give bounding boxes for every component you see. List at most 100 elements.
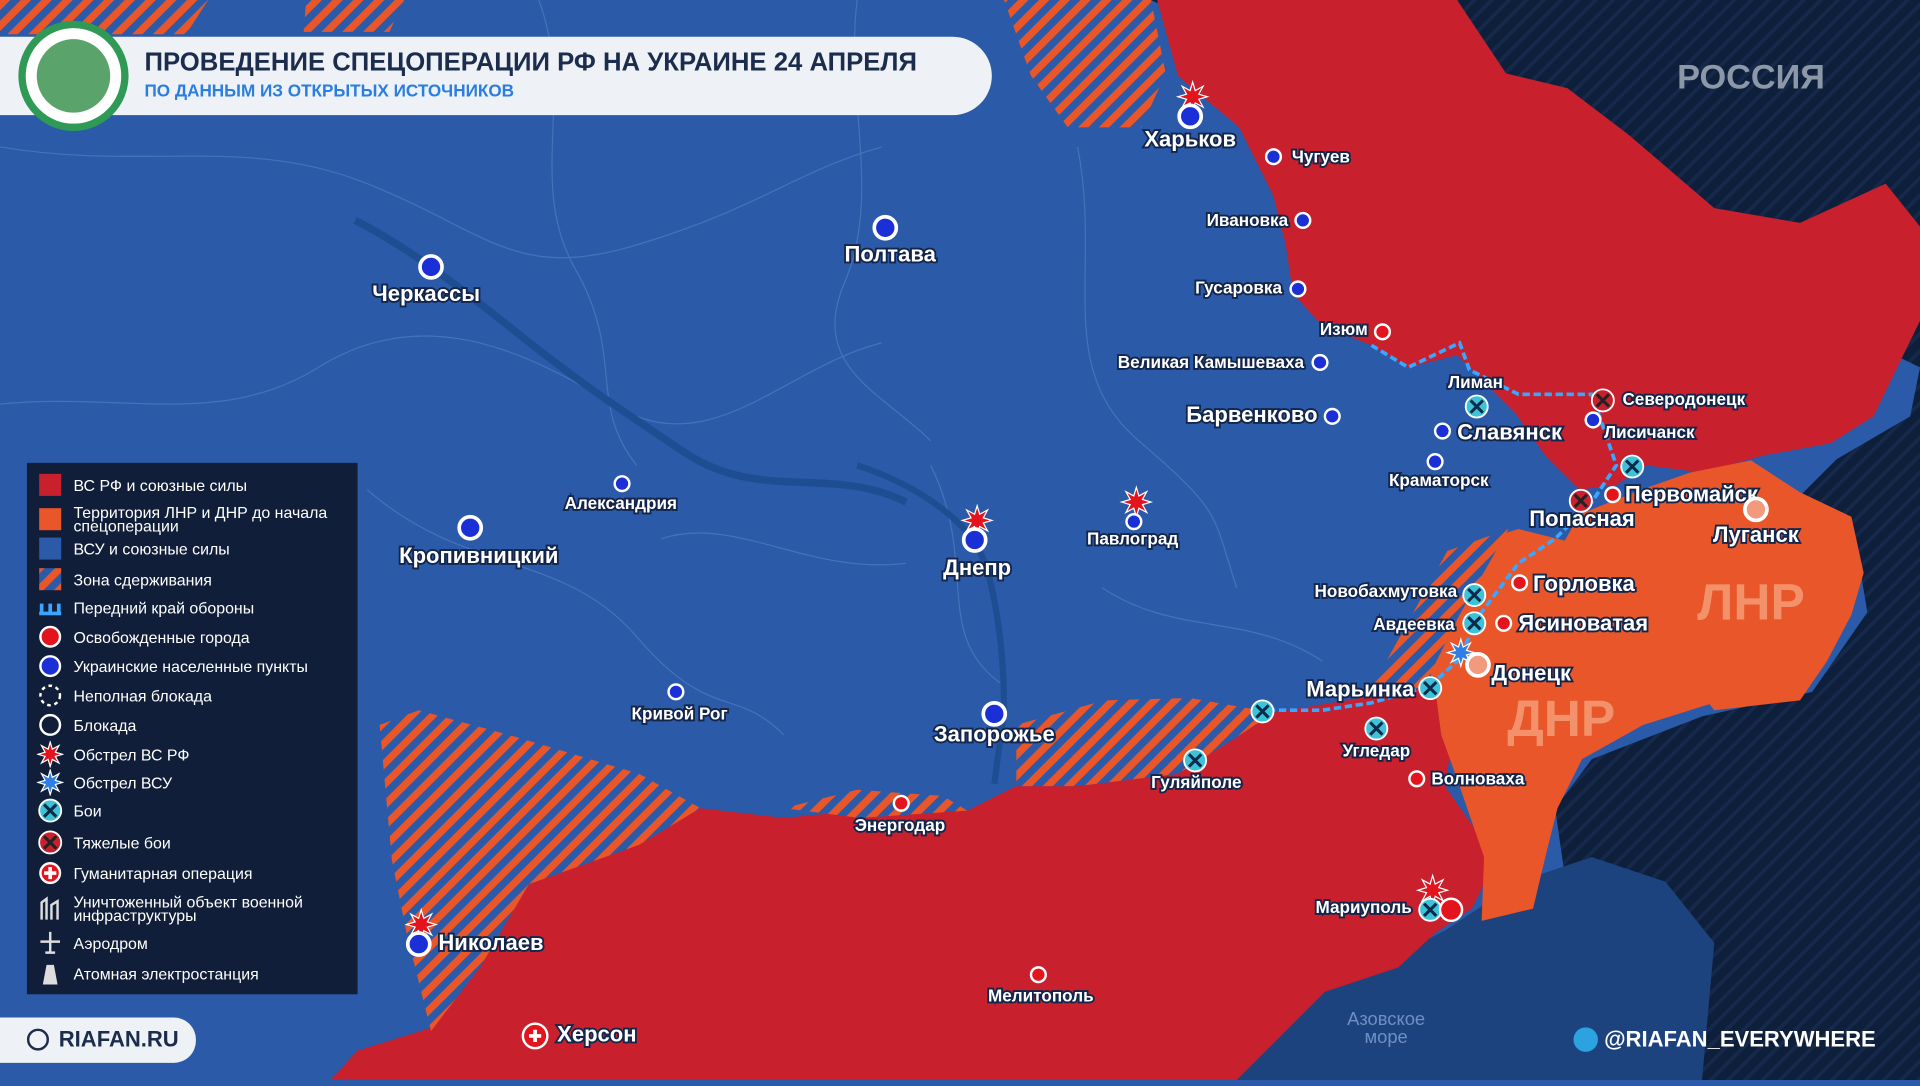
city-marker (1743, 496, 1769, 523)
battle-cross (1255, 704, 1270, 719)
city-label: Гусаровка (1195, 278, 1282, 298)
city-marker (1495, 614, 1513, 632)
legend-label: Гуманитарная операция (73, 863, 253, 883)
city-marker (1264, 148, 1283, 166)
azov-sea (1236, 857, 1715, 1080)
legend-label: ВСУ и союзные силы (73, 539, 230, 558)
city-label: Краматорск (1389, 470, 1489, 490)
battle-cross (1187, 753, 1203, 768)
city-label: Днепр (943, 555, 1011, 580)
battle-cross (1467, 616, 1482, 631)
legend-item: Тяжелые бои (37, 829, 171, 856)
battle-cross (1469, 399, 1484, 414)
legend-dot (39, 625, 62, 648)
legend-label: Бои (73, 801, 102, 820)
legend-item: Уничтоженный объект военной инфраструкту… (37, 894, 349, 923)
legend: ВС РФ и союзные силы Территория ЛНР и ДНР… (26, 462, 358, 995)
legend-icon (39, 713, 62, 736)
subtitle: ПО ДАННЫМ ИЗ ОТКРЫТЫХ ИСТОЧНИКОВ (144, 80, 514, 100)
city-marker (892, 794, 910, 812)
legend-icon (38, 798, 63, 823)
city-marker (1289, 280, 1307, 298)
city-marker (1584, 411, 1602, 429)
city-label: Полтава (845, 242, 937, 267)
city-label: Славянск (1457, 419, 1563, 444)
region-label: ЛНР (1697, 573, 1804, 631)
legend-label: Неполная блокада (73, 686, 212, 705)
legend-icon (39, 603, 62, 616)
city-label: Мариуполь (1316, 897, 1412, 917)
city-marker (1029, 966, 1047, 984)
legend-icon (40, 931, 61, 954)
legend-label: Зона сдерживания (73, 570, 212, 589)
city-label: Гуляйполе (1151, 772, 1241, 792)
dnr-area (1422, 528, 1710, 921)
legend-item: ВСУ и союзные силы (37, 535, 230, 562)
city-marker (457, 514, 484, 541)
shelling-icon (36, 768, 64, 796)
header-bar (0, 36, 992, 116)
cities: Харьков Чугуев Ивановка Гусаровка Изюм Велика… (370, 79, 1802, 1050)
legend-dot (39, 684, 62, 707)
city-marker (1294, 211, 1312, 229)
city-marker (1426, 453, 1444, 471)
legend-item: Передний край обороны (37, 594, 254, 621)
legend-icon (40, 896, 59, 920)
battle-cross (1422, 902, 1438, 918)
legend-dot (39, 655, 62, 678)
legend-label: Блокада (73, 715, 137, 735)
legend-item: Блокада (37, 711, 137, 738)
city-label: Чугуев (1292, 146, 1350, 166)
city-label: Марьинка (1306, 676, 1415, 701)
legend-swatch (39, 568, 62, 591)
city-label: Изюм (1320, 319, 1368, 339)
city-marker (1433, 422, 1452, 440)
legend-plane (40, 931, 61, 954)
city-label: Херсон (557, 1022, 636, 1047)
title: ПРОВЕДЕНИЕ СПЕЦОПЕРАЦИИ РФ НА УКРАИНЕ 24… (144, 48, 916, 76)
city-label: Николаев (438, 930, 543, 955)
battle-cross (42, 835, 58, 850)
telegram-icon (1573, 1027, 1598, 1052)
city-label: Мелитополь (988, 985, 1094, 1005)
city-marker (872, 214, 899, 241)
site: RIAFAN.RU (59, 1027, 179, 1052)
legend-label: Освобожденные города (73, 627, 250, 646)
site-pill (0, 1017, 196, 1063)
city-marker (667, 683, 685, 701)
legend-item: Аэродром (37, 929, 148, 956)
city-label: Горловка (1533, 571, 1635, 596)
city-marker (1408, 770, 1426, 788)
city-label: Энергодар (855, 815, 946, 835)
legend-label: Украинские населенные пункты (73, 656, 308, 676)
legend-icon (39, 508, 62, 531)
legend-label: Аэродром (73, 933, 148, 953)
rf-forces-area (330, 688, 1497, 1080)
city-label: Новобахмутовка (1315, 581, 1458, 601)
region-label: РОССИЯ (1677, 59, 1825, 97)
battle-cross (1467, 587, 1482, 603)
city-label: Лиман (1448, 372, 1503, 392)
city-label: Кропивницкий (399, 543, 558, 568)
shelling-icon (36, 740, 64, 768)
legend-item: Зона сдерживания (37, 566, 212, 593)
legend-icon (39, 568, 62, 591)
logo-globe (36, 39, 111, 113)
city-label: Лисичанск (1604, 422, 1695, 442)
legend-item: ВС РФ и союзные силы (37, 471, 247, 498)
city-label: Донецк (1491, 661, 1572, 686)
battle-cross (1595, 393, 1611, 408)
legend-ruin (40, 896, 59, 920)
city-label: Луганск (1713, 522, 1800, 547)
battle-cross (1422, 680, 1438, 696)
legend-label: Обстрел ВС РФ (73, 745, 190, 764)
city-label: Великая Камышеваха (1118, 352, 1305, 372)
region-label: ДНР (1507, 689, 1615, 747)
city-marker (613, 475, 631, 493)
humanitarian-cross (528, 1029, 542, 1043)
legend-npp (42, 964, 58, 985)
battle-cross (1625, 459, 1640, 474)
legend-item: Гуманитарная операция (37, 860, 253, 887)
legend-cross (44, 866, 57, 880)
